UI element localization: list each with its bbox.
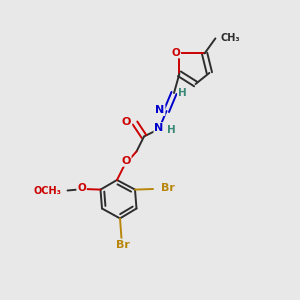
Text: H: H	[167, 125, 176, 135]
Text: Br: Br	[116, 239, 130, 250]
Text: H: H	[178, 88, 187, 98]
Text: Br: Br	[161, 183, 175, 193]
Text: O: O	[77, 183, 86, 193]
Text: OCH₃: OCH₃	[33, 185, 61, 196]
Text: O: O	[122, 117, 131, 127]
Text: O: O	[171, 47, 180, 58]
Text: O: O	[121, 156, 131, 166]
Text: N: N	[154, 123, 164, 133]
Text: N: N	[155, 105, 164, 115]
Text: CH₃: CH₃	[221, 33, 240, 43]
